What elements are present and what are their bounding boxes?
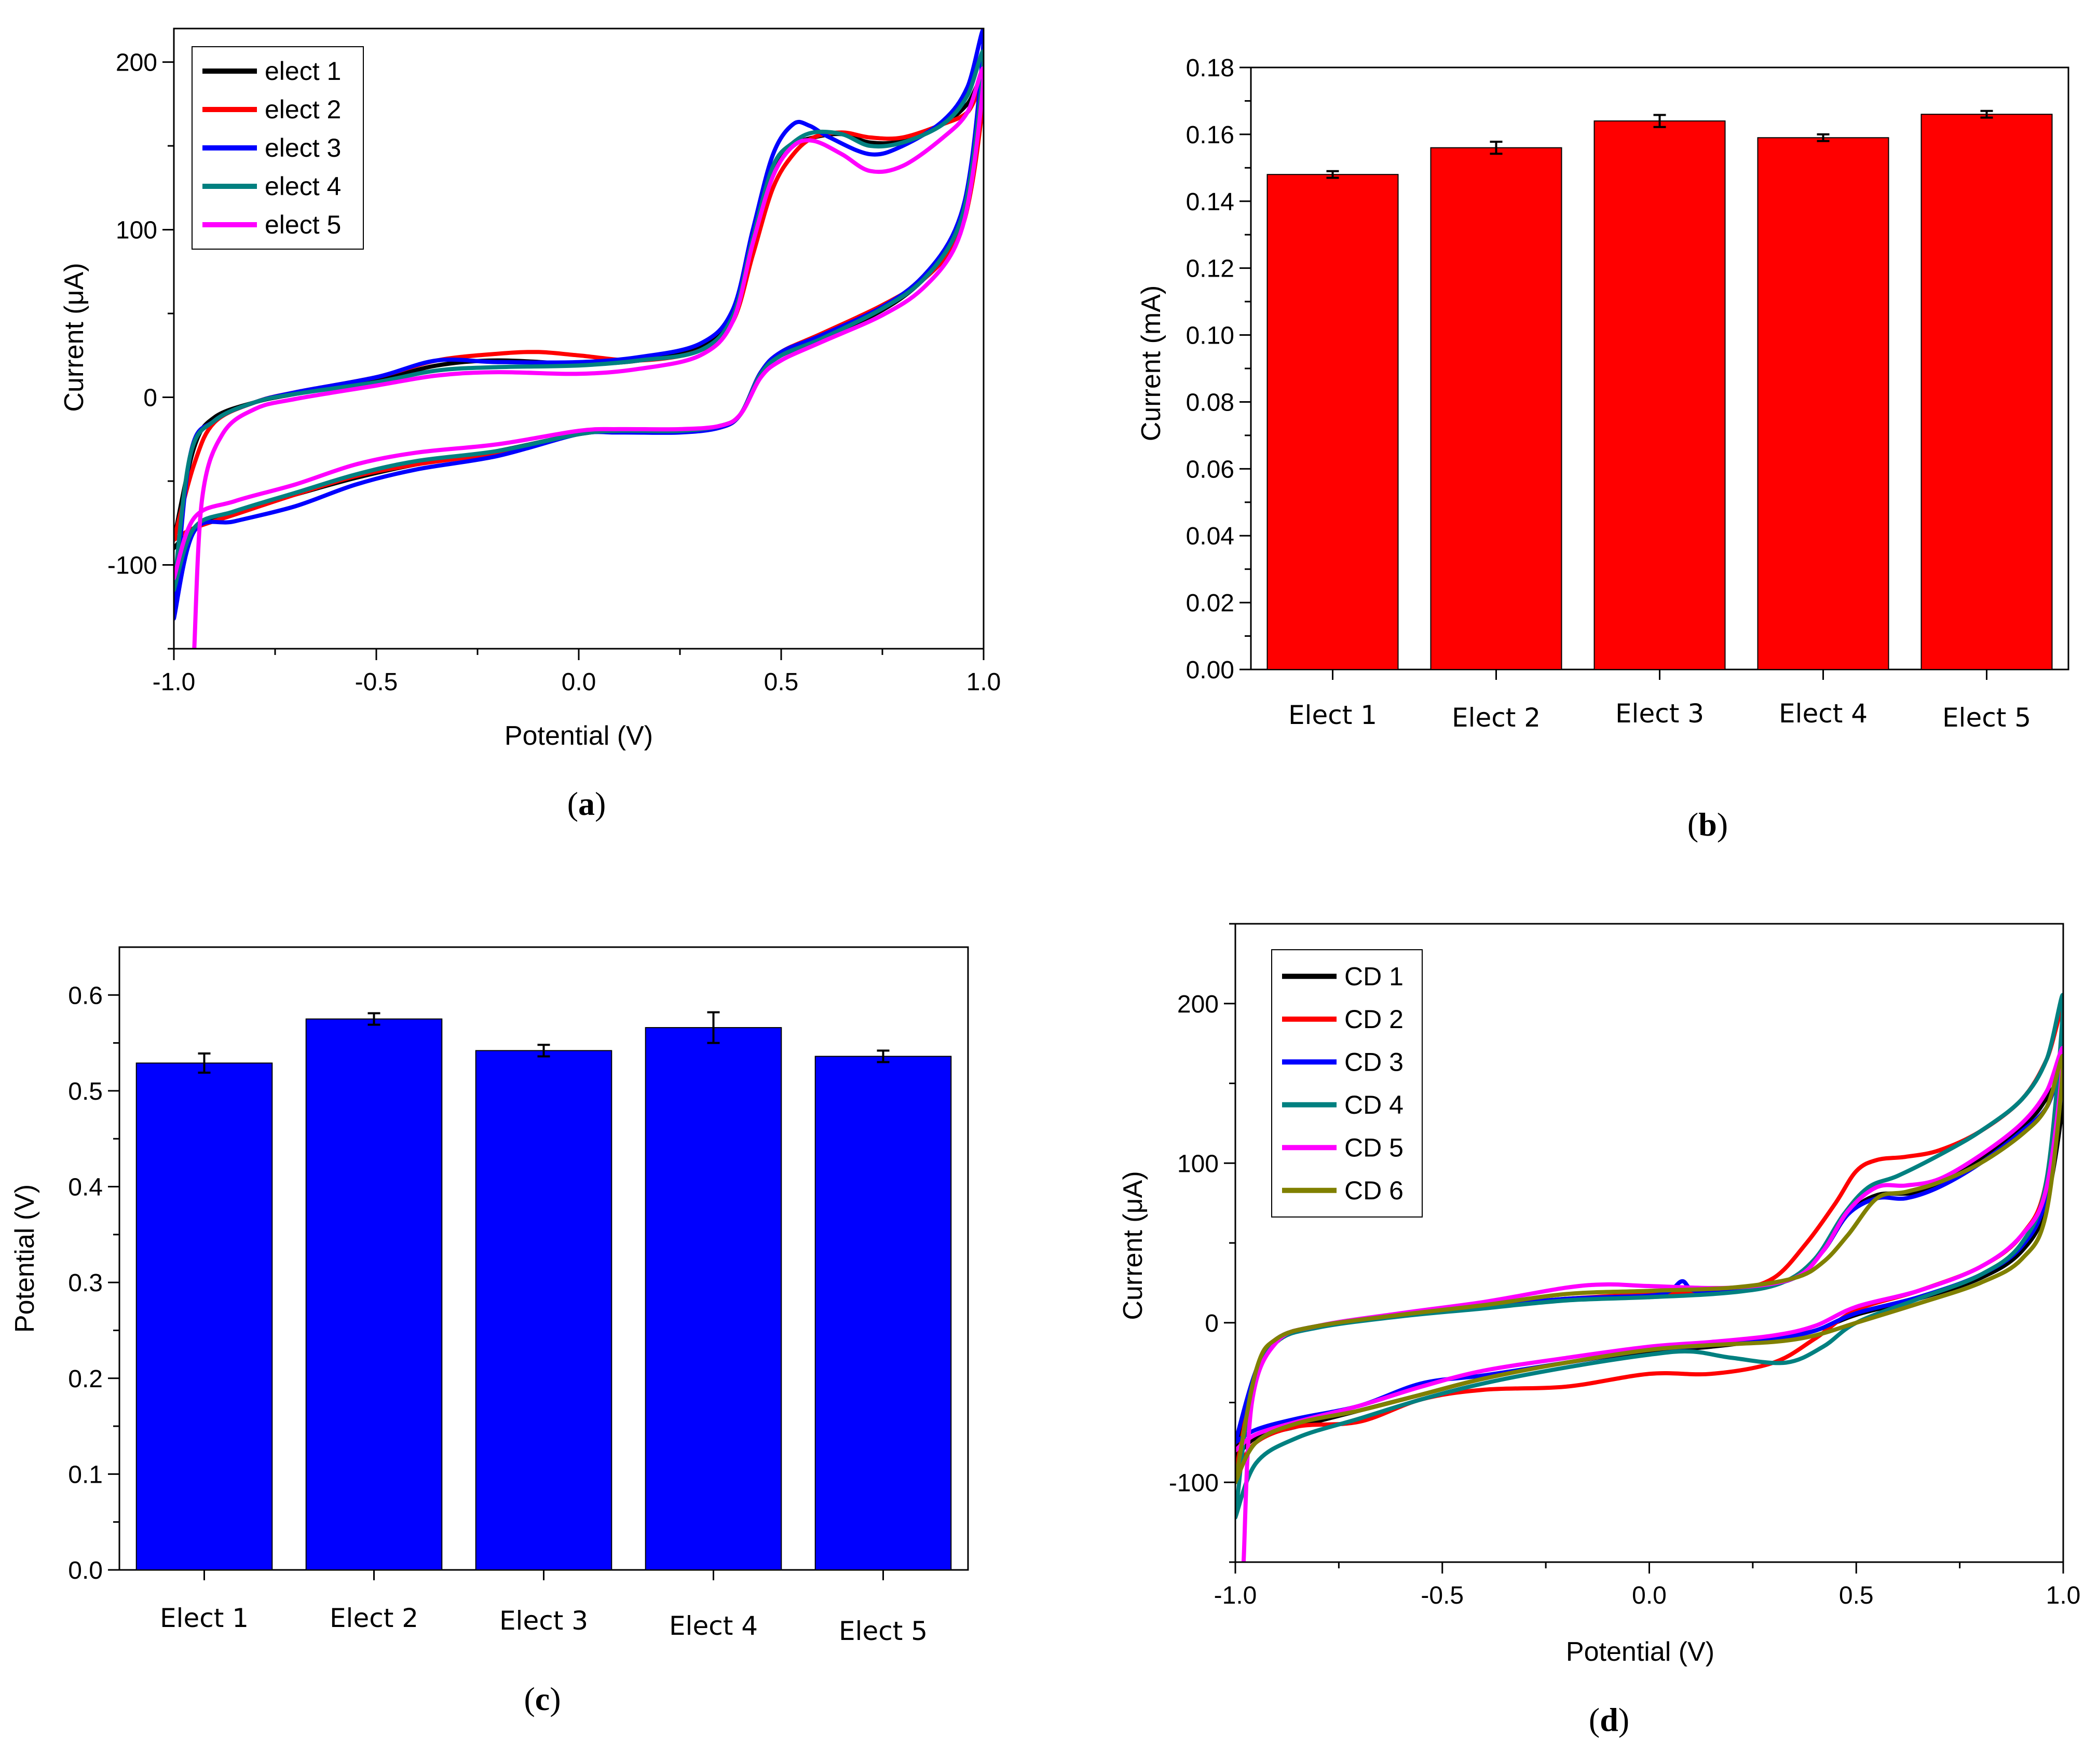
- bar-4: [1757, 137, 1889, 670]
- panel-letter: d: [1600, 1701, 1618, 1738]
- y-axis-title: Current (μA): [1118, 1171, 1148, 1320]
- y-tick-label: 200: [116, 49, 157, 77]
- y-axis-title: Potential (V): [10, 1184, 40, 1333]
- y-tick-label: 0.3: [68, 1269, 103, 1297]
- category-label: Elect 5: [1942, 703, 2031, 733]
- y-tick-label: 0.02: [1186, 590, 1234, 617]
- legend-label: elect 4: [265, 172, 341, 201]
- bar-5: [1920, 114, 2053, 671]
- legend-label: CD 5: [1344, 1133, 1404, 1162]
- bar-1: [1266, 174, 1399, 670]
- category-label: Elect 2: [330, 1603, 418, 1633]
- x-tick-label: 0.5: [1839, 1582, 1874, 1609]
- legend-label: CD 1: [1344, 962, 1404, 991]
- bar-4: [645, 1027, 782, 1570]
- y-tick-label: 0.10: [1186, 322, 1234, 350]
- series-d-5-line: [1235, 1046, 2063, 1562]
- x-tick-label: -1.0: [153, 668, 196, 696]
- legend: elect 1 elect 2 elect 3 elect 4 elect 5: [192, 46, 364, 250]
- bar-3: [475, 1050, 612, 1570]
- category-label: Elect 3: [1615, 699, 1704, 729]
- x-tick-label: 1.0: [966, 668, 1001, 696]
- y-tick-label: 200: [1177, 991, 1219, 1018]
- category-label: Elect 4: [1779, 699, 1868, 729]
- bar-5: [814, 1056, 952, 1570]
- y-axis-title: Current (μA): [59, 263, 89, 412]
- legend-label: elect 2: [265, 95, 341, 124]
- y-tick-label: 0: [1205, 1310, 1219, 1337]
- y-tick-label: 100: [1177, 1150, 1219, 1178]
- series-a-5-line: [174, 66, 984, 649]
- panel-b: Elect 1 Elect 2 Elect 3 Elect 4 Elect 5 0.00 0…: [1136, 54, 2069, 843]
- panel-letter: b: [1698, 806, 1717, 843]
- category-label: Elect 1: [1288, 700, 1377, 730]
- series-d-6-line: [1235, 1054, 2063, 1485]
- legend-label: CD 2: [1344, 1005, 1404, 1034]
- series-d-4-line: [1235, 993, 2063, 1520]
- legend-label: CD 4: [1344, 1090, 1404, 1119]
- y-tick-label: 0.00: [1186, 657, 1234, 684]
- legend-label: elect 3: [265, 133, 341, 162]
- category-label: Elect 4: [669, 1611, 758, 1641]
- legend-label: CD 3: [1344, 1047, 1404, 1076]
- panel-a: -1.0 -0.5 0.0 0.5 1.0 -100 0 100 200 Potential (V…: [59, 28, 1001, 822]
- y-tick-label: 0: [143, 385, 157, 412]
- y-tick-label: 0.1: [68, 1461, 103, 1488]
- y-tick-label: 0.14: [1186, 188, 1234, 216]
- series-a-4-line: [174, 49, 984, 592]
- panel-label: (b): [1687, 806, 1728, 843]
- category-label: Elect 1: [160, 1603, 249, 1633]
- y-axis-title: Current (mA): [1136, 285, 1166, 441]
- legend-label: elect 1: [265, 57, 341, 86]
- bar-2: [305, 1018, 443, 1570]
- bar-2: [1430, 147, 1562, 670]
- y-tick-label: 0.6: [68, 982, 103, 1009]
- panel-label: (d): [1589, 1701, 1629, 1738]
- y-tick-label: 0.08: [1186, 389, 1234, 416]
- panel-letter: a: [578, 785, 595, 822]
- plot-area: [1235, 993, 2063, 1562]
- y-tick-label: 0.12: [1186, 255, 1234, 283]
- y-tick-label: -100: [1169, 1469, 1219, 1497]
- category-label: Elect 3: [499, 1606, 588, 1636]
- y-tick-label: 0.4: [68, 1174, 103, 1201]
- x-tick-label: -0.5: [355, 668, 398, 696]
- x-tick-label: 0.0: [1632, 1582, 1667, 1609]
- legend: CD 1 CD 2 CD 3 CD 4 CD 5 CD 6: [1271, 949, 1423, 1218]
- y-tick-label: 0.18: [1186, 54, 1234, 82]
- plot-area: [174, 29, 984, 649]
- y-tick-label: 0.04: [1186, 523, 1234, 550]
- x-tick-label: -1.0: [1214, 1582, 1257, 1609]
- legend-label: CD 6: [1344, 1176, 1404, 1205]
- legend-box: [1271, 949, 1423, 1218]
- x-axis-title: Potential (V): [505, 721, 653, 751]
- x-tick-label: -0.5: [1421, 1582, 1464, 1609]
- panel-c: Elect 1 Elect 2 Elect 3 Elect 4 Elect 5 0.0 0.…: [10, 946, 969, 1717]
- x-tick-label: 0.0: [562, 668, 596, 696]
- panel-label: (a): [567, 785, 606, 822]
- x-tick-label: 1.0: [2046, 1582, 2081, 1609]
- category-label: Elect 5: [839, 1616, 928, 1646]
- y-tick-label: 0.0: [68, 1557, 103, 1584]
- y-tick-label: 0.16: [1186, 121, 1234, 149]
- series-a-3-line: [174, 29, 984, 621]
- category-label: Elect 2: [1452, 703, 1541, 733]
- panel-letter: c: [535, 1680, 550, 1717]
- legend-label: elect 5: [265, 210, 341, 239]
- x-axis-title: Potential (V): [1566, 1637, 1714, 1667]
- bar-1: [135, 1062, 273, 1570]
- y-tick-label: 0.2: [68, 1365, 103, 1393]
- x-tick-label: 0.5: [764, 668, 799, 696]
- panel-d: -1.0 -0.5 0.0 0.5 1.0 -100 0 100 200 Potential (V…: [1118, 923, 2081, 1738]
- y-tick-label: -100: [107, 552, 157, 580]
- y-tick-label: 0.5: [68, 1078, 103, 1105]
- y-tick-label: 0.06: [1186, 456, 1234, 483]
- panel-label: (c): [524, 1680, 561, 1717]
- bar-3: [1593, 120, 1726, 671]
- y-tick-label: 100: [116, 217, 157, 244]
